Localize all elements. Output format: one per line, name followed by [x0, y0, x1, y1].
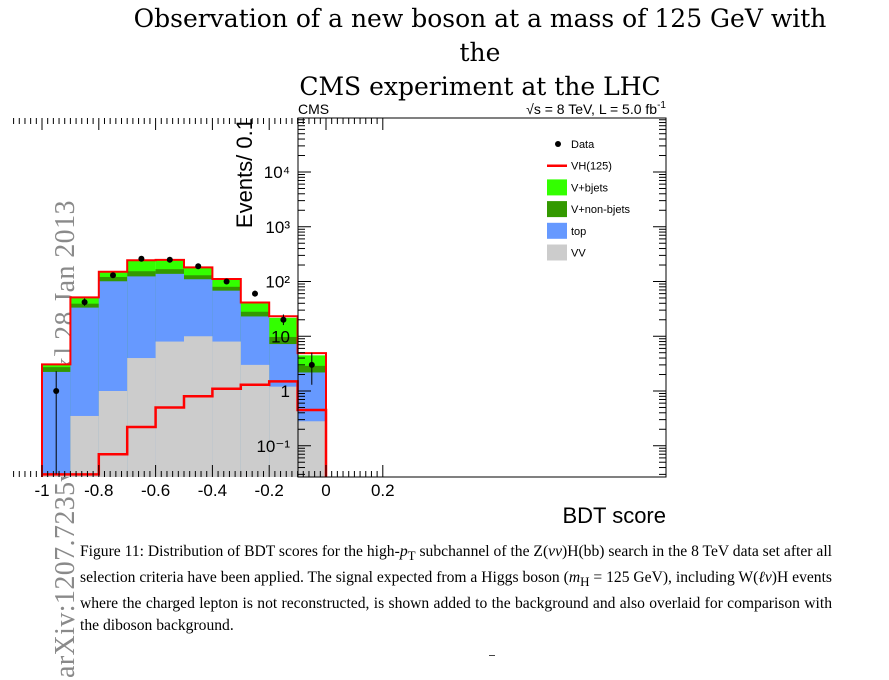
- bar-vv-bin-2: [98, 391, 128, 477]
- x-axis-title: BDT score: [562, 503, 666, 528]
- y-tick-label-0: 10⁻¹: [256, 437, 290, 456]
- legend-marker-v-bjets: [547, 179, 567, 196]
- y-tick-label-3: 10²: [265, 273, 290, 292]
- caption-text-c: )H(bb) search in the 8 TeV data set afte…: [80, 543, 832, 587]
- caption-text-b: subchannel of the Z(: [415, 543, 549, 560]
- bar-vv-bin-8: [269, 386, 298, 477]
- legend-marker-vv: [547, 244, 567, 261]
- y-axis-title: Events/ 0.1: [232, 118, 257, 228]
- caption-text-d: = 125 GeV), including W(: [589, 569, 759, 587]
- y-tick-label-1: 1: [281, 382, 290, 401]
- energy-label-superscript: -1: [657, 100, 666, 111]
- data-point-2: [110, 272, 116, 279]
- legend-label-top: top: [571, 226, 586, 238]
- bar-vv-bin-5: [184, 336, 213, 477]
- figure-caption: Figure 11: Distribution of BDT scores fo…: [80, 543, 832, 635]
- data-point-5: [195, 263, 202, 270]
- energy-label-text: √s = 8 TeV, L = 5.0 fb: [526, 101, 657, 117]
- data-point-4: [166, 256, 173, 263]
- data-point-9: [308, 361, 315, 368]
- x-tick-label-4: -0.2: [255, 481, 284, 500]
- caption-mh-subscript: H: [580, 574, 590, 590]
- y-tick-label-2: 10: [271, 327, 290, 346]
- caption-text-e: )H events where the charged lepton is no…: [80, 569, 832, 635]
- legend-label-data: Data: [571, 139, 595, 151]
- paper-title-line-1: Observation of a new boson at a mass of …: [133, 4, 827, 67]
- paper-title: Observation of a new boson at a mass of …: [110, 2, 850, 104]
- y-tick-label-5: 10⁴: [264, 163, 290, 182]
- bar-vv-bin-3: [127, 358, 156, 477]
- data-point-1: [81, 299, 88, 306]
- legend-label-vv: VV: [571, 248, 586, 260]
- experiment-label: CMS: [298, 101, 329, 117]
- energy-luminosity-label: √s = 8 TeV, L = 5.0 fb-1: [526, 100, 666, 117]
- caption-label: Figure 11:: [80, 543, 144, 560]
- x-tick-label-2: -0.6: [141, 481, 170, 500]
- data-point-7: [252, 290, 258, 297]
- x-tick-label-5: 0: [321, 481, 330, 500]
- data-point-3: [138, 255, 145, 262]
- caption-pt-subscript: T: [407, 548, 416, 564]
- bar-vv-bin-1: [70, 415, 99, 477]
- legend-label-v-bjets: V+bjets: [571, 182, 608, 194]
- caption-text-a: Distribution of BDT scores for the high-: [147, 543, 400, 560]
- bar-vv-bin-6: [212, 341, 241, 477]
- bar-vv-bin-7: [240, 364, 270, 477]
- signal-overlay-histogram: [42, 380, 328, 477]
- bar-vv-bin-4: [155, 341, 184, 477]
- bar-vv-bin-0: [42, 474, 71, 477]
- x-tick-label-1: -0.8: [84, 481, 113, 500]
- legend-label-vh-125-: VH(125): [571, 161, 612, 173]
- x-tick-label-3: -0.4: [198, 481, 227, 500]
- x-tick-label-0: -1: [34, 481, 49, 500]
- data-point-6: [223, 278, 230, 285]
- bdt-score-histogram: -1 -0.8 -0.6 -0.4 -0.2 0 0.2 10⁻¹ 1 10 10² 10³ 10⁴ BD…: [13, 100, 667, 528]
- page-mark: [489, 655, 495, 656]
- legend-label-v-non-bjets: V+non-bjets: [571, 204, 631, 216]
- y-tick-label-4: 10³: [265, 218, 290, 237]
- paper-title-line-2: CMS experiment at the LHC: [299, 72, 661, 101]
- legend-marker-data: [555, 141, 561, 147]
- legend-marker-v-non-bjets: [547, 201, 567, 218]
- legend-marker-top: [547, 222, 567, 239]
- data-point-8: [280, 316, 287, 323]
- data-point-0: [53, 388, 60, 394]
- x-tick-label-6: 0.2: [371, 481, 395, 500]
